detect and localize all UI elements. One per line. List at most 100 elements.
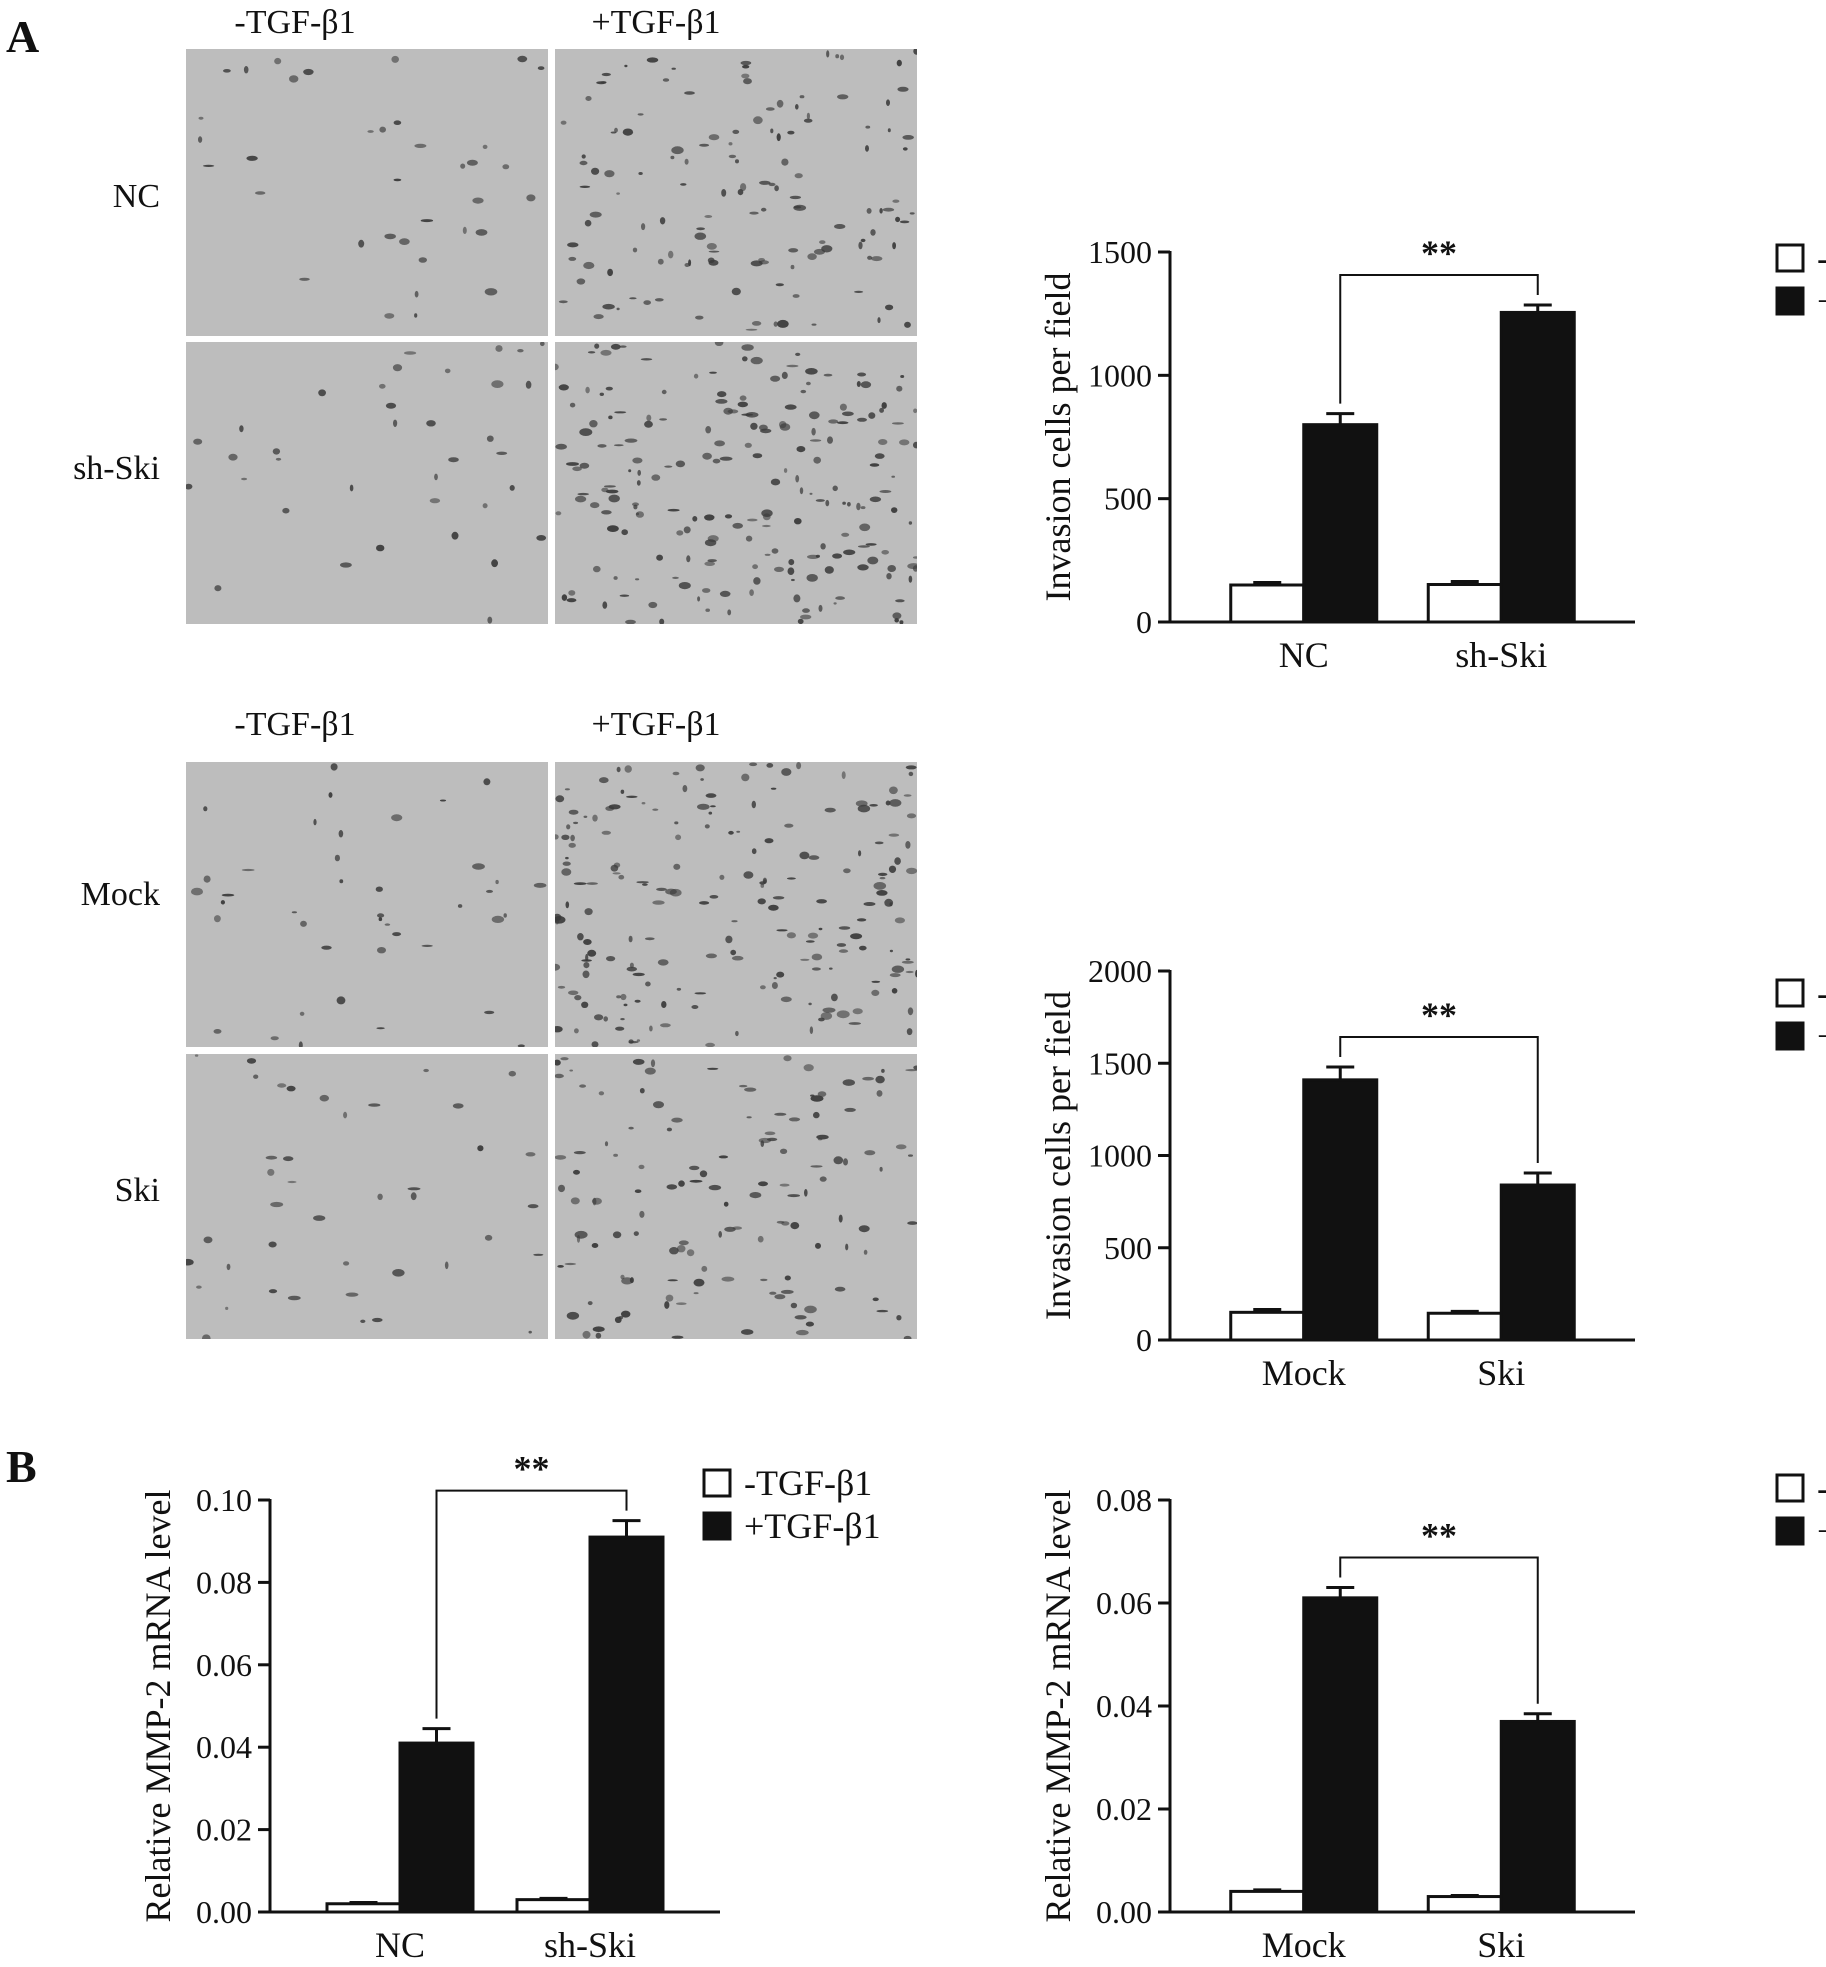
y-tick-label: 0.02 [1096,1791,1152,1827]
y-tick-label: 0.06 [1096,1585,1152,1621]
x-tick-label: NC [375,1925,425,1965]
legend-label: -TGF-β1 [1817,238,1826,278]
legend-swatch [1775,1516,1805,1546]
legend-label: +TGF-β1 [1817,281,1826,321]
bar-sh-Ski-plus [588,1535,665,1914]
error-bar [1326,412,1355,425]
y-tick-label: 1500 [1088,234,1152,270]
micro2-col-label-plus: +TGF-β1 [591,706,721,743]
bar-NC-plus [398,1741,475,1914]
legend-swatch [1775,286,1805,316]
bar-Ski-minus [1426,1311,1503,1342]
legend-label: -TGF-β1 [1817,1468,1826,1508]
bar-Ski-plus [1499,1719,1576,1914]
legend-label: +TGF-β1 [744,1506,881,1546]
micro2-row-label-ski: Ski [114,1172,160,1209]
error-bar [422,1727,451,1744]
x-tick-label: Mock [1262,1925,1346,1965]
micrograph-ski-minus [186,1054,548,1339]
micro2-row-label-mock: Mock [80,876,160,913]
chart-b1-mmp2-nc-shski: 0.00 0.02 0.04 0.06 0.08 0.10 Relative MMP-2 m… [138,1450,881,1965]
micro1-row-label-nc: NC [112,178,160,215]
panel-label-a: A [6,11,40,62]
bar-NC-plus [1302,423,1379,624]
legend-swatch [702,1468,732,1498]
legend-swatch [1775,1021,1805,1051]
legend-swatch [702,1511,732,1541]
bar-Mock-minus [1229,1310,1306,1342]
x-tick-label: Ski [1477,1353,1525,1393]
y-tick-label: 1000 [1088,357,1152,393]
legend-label: -TGF-β1 [744,1463,872,1503]
bar-Ski-minus [1426,1895,1503,1914]
bar-Mock-plus [1302,1078,1379,1342]
y-tick-label: 0 [1136,1322,1152,1358]
x-tick-label: sh-Ski [1455,635,1547,675]
significance-bracket [1339,274,1539,404]
significance-bracket [435,1489,628,1719]
y-tick-label: 0.10 [196,1482,252,1518]
significance-label: ** [1421,233,1457,273]
y-tick-label: 0.08 [196,1564,252,1600]
micrograph-mock-plus [555,762,917,1047]
significance-label: ** [1421,995,1457,1035]
y-tick-label: 1500 [1088,1045,1152,1081]
x-tick-label: NC [1279,635,1329,675]
legend-label: -TGF-β1 [1817,973,1826,1013]
y-tick-label: 500 [1104,481,1152,517]
y-tick-label: 1000 [1088,1138,1152,1174]
micrograph-nc-plus [555,49,917,336]
bar-sh-Ski-minus [1426,583,1503,624]
bar-Mock-plus [1302,1596,1379,1914]
error-bar [1326,1065,1355,1080]
legend-swatch [1775,243,1805,273]
significance-bracket [1339,1556,1539,1704]
bar-sh-Ski-plus [1499,310,1576,624]
error-bar [1523,1171,1552,1186]
y-axis-label: Invasion cells per field [1038,273,1078,602]
significance-label: ** [1421,1516,1457,1556]
y-tick-label: 0.04 [196,1729,252,1765]
panel-label-b: B [6,1441,37,1492]
legend-label: +TGF-β1 [1817,1016,1826,1056]
bar-Mock-minus [1229,1889,1306,1914]
x-tick-label: Mock [1262,1353,1346,1393]
chart-a2-invasion-mock-ski: 0 500 1000 1500 2000 Invasion cells per field… [1038,953,1826,1393]
bar-sh-Ski-minus [515,1898,592,1914]
y-tick-label: 0.00 [196,1894,252,1930]
error-bar [612,1519,641,1538]
y-tick-label: 0.00 [1096,1894,1152,1930]
micro1-row-label-shski: sh-Ski [73,450,160,487]
chart-b2-mmp2-mock-ski: 0.00 0.02 0.04 0.06 0.08 Relative MMP-2 mRNA … [1038,1468,1826,1965]
micrograph-nc-minus [186,49,548,336]
error-bar [1326,1586,1355,1598]
y-tick-label: 0.04 [1096,1688,1152,1724]
micrograph-shski-minus [186,342,548,624]
legend-swatch [1775,978,1805,1008]
micrograph-mock-minus [186,762,548,1047]
y-tick-label: 0 [1136,604,1152,640]
y-tick-label: 0.06 [196,1647,252,1683]
micrograph-shski-plus [555,342,917,624]
y-axis-label: Invasion cells per field [1038,991,1078,1320]
micro1-col-label-plus: +TGF-β1 [591,4,721,41]
y-tick-label: 500 [1104,1230,1152,1266]
bar-NC-minus [1229,583,1306,624]
x-tick-label: Ski [1477,1925,1525,1965]
legend-swatch [1775,1473,1805,1503]
micro1-col-label-minus: -TGF-β1 [234,4,356,41]
y-axis-label: Relative MMP-2 mRNA level [1038,1490,1078,1923]
micro2-col-label-minus: -TGF-β1 [234,706,356,743]
y-tick-label: 2000 [1088,953,1152,989]
micrograph-ski-plus [555,1054,917,1339]
bar-NC-minus [325,1902,402,1914]
chart-a1-invasion-nc-shski: 0 500 1000 1500 Invasion cells per field NC sh… [1038,233,1826,675]
x-tick-label: sh-Ski [544,1925,636,1965]
significance-label: ** [514,1450,550,1489]
y-tick-label: 0.08 [1096,1482,1152,1518]
y-axis-label: Relative MMP-2 mRNA level [138,1490,178,1923]
significance-bracket [1339,1035,1539,1164]
bar-Ski-plus [1499,1183,1576,1342]
legend-label: +TGF-β1 [1817,1511,1826,1551]
y-tick-label: 0.02 [196,1812,252,1848]
